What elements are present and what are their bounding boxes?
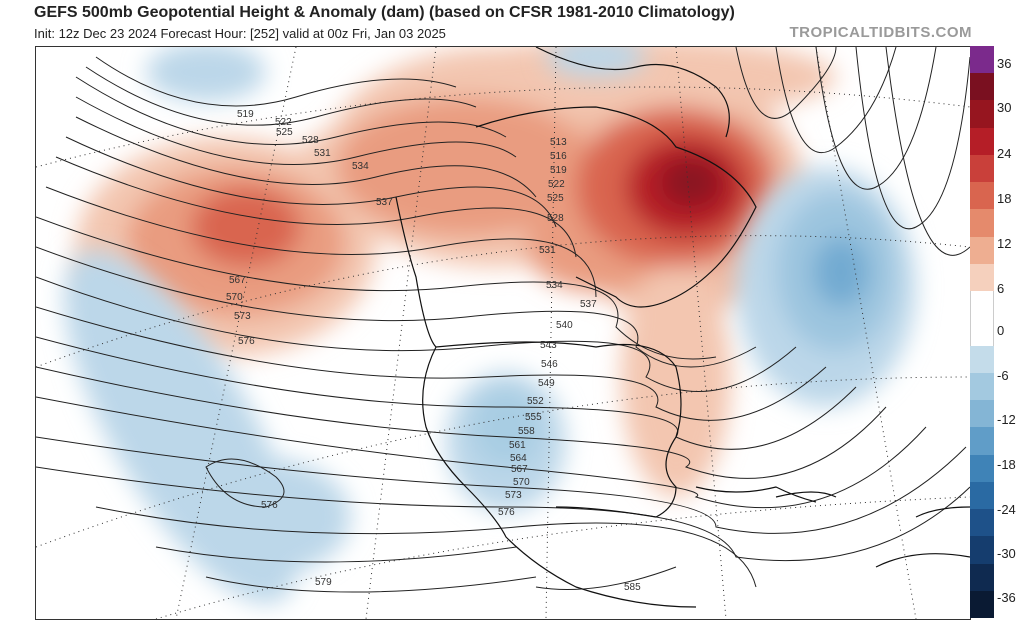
chart-subtitle: Init: 12z Dec 23 2024 Forecast Hour: [25…	[34, 26, 446, 41]
svg-text:576: 576	[261, 500, 278, 511]
colorbar-segment	[970, 291, 994, 319]
svg-text:522: 522	[548, 179, 565, 190]
colorbar-segment	[970, 536, 994, 565]
map-canvas: 519 522 525 528 531 534 537 567 570 573 …	[36, 47, 970, 619]
colorbar-segment	[970, 46, 994, 74]
colorbar-segment	[970, 481, 994, 510]
colorbar-label: 18	[997, 191, 1012, 206]
colorbar-label: -12	[997, 412, 1016, 427]
svg-text:561: 561	[509, 440, 526, 451]
svg-text:522: 522	[275, 117, 292, 128]
colorbar-label: 24	[997, 146, 1012, 161]
forecast-map: 519 522 525 528 531 534 537 567 570 573 …	[35, 46, 971, 620]
colorbar-segment	[970, 73, 994, 101]
colorbar-label: -24	[997, 502, 1016, 517]
svg-text:585: 585	[624, 582, 641, 593]
svg-text:519: 519	[550, 165, 567, 176]
colorbar-segment	[970, 263, 994, 292]
colorbar-label: -6	[997, 368, 1009, 383]
svg-text:573: 573	[505, 490, 522, 501]
colorbar-label: -18	[997, 457, 1016, 472]
svg-text:516: 516	[550, 151, 567, 162]
colorbar-segment	[970, 372, 994, 401]
colorbar-label: 36	[997, 56, 1012, 71]
svg-text:534: 534	[352, 161, 369, 172]
svg-text:528: 528	[547, 213, 564, 224]
svg-text:576: 576	[238, 336, 255, 347]
colorbar-label: 12	[997, 236, 1012, 251]
colorbar-segment	[970, 345, 994, 374]
svg-text:564: 564	[510, 453, 527, 464]
svg-text:537: 537	[580, 299, 597, 310]
colorbar-label: -30	[997, 546, 1016, 561]
svg-text:528: 528	[302, 135, 319, 146]
chart-title: GEFS 500mb Geopotential Height & Anomaly…	[34, 4, 735, 21]
colorbar-segment	[970, 100, 994, 129]
svg-text:567: 567	[229, 275, 246, 286]
height-contours	[36, 47, 970, 593]
colorbar-segment	[970, 154, 994, 183]
svg-text:567: 567	[511, 464, 528, 475]
coastlines	[395, 47, 970, 608]
colorbar-label: 0	[997, 323, 1005, 338]
svg-text:531: 531	[314, 148, 331, 159]
lat-lon-grid	[36, 47, 970, 619]
contour-labels: 519 522 525 528 531 534 537 567 570 573 …	[226, 109, 641, 593]
svg-text:519: 519	[237, 109, 254, 120]
colorbar-segment	[970, 209, 994, 238]
svg-text:579: 579	[315, 577, 332, 588]
svg-text:513: 513	[550, 137, 567, 148]
colorbar-segment	[970, 400, 994, 428]
colorbar-segment	[970, 454, 994, 483]
svg-text:576: 576	[498, 507, 515, 518]
svg-text:552: 552	[527, 396, 544, 407]
svg-text:558: 558	[518, 426, 535, 437]
positive-anomaly-shading	[76, 47, 836, 497]
colorbar-segment	[970, 563, 994, 592]
svg-text:555: 555	[525, 412, 542, 423]
colorbar-segment	[970, 590, 994, 619]
svg-text:537: 537	[376, 197, 393, 208]
svg-text:531: 531	[539, 245, 556, 256]
colorbar-segment	[970, 236, 994, 265]
colorbar-segment	[970, 182, 994, 210]
svg-text:525: 525	[276, 127, 293, 138]
site-watermark: TROPICALTIDBITS.COM	[789, 24, 972, 41]
anomaly-colorbar	[970, 46, 994, 619]
svg-text:543: 543	[540, 340, 557, 351]
svg-text:525: 525	[547, 193, 564, 204]
colorbar-segment	[970, 427, 994, 456]
colorbar-segment	[970, 127, 994, 156]
svg-text:534: 534	[546, 280, 563, 291]
svg-text:573: 573	[234, 311, 251, 322]
svg-text:570: 570	[226, 292, 243, 303]
svg-text:540: 540	[556, 320, 573, 331]
colorbar-label: 30	[997, 100, 1012, 115]
colorbar-label: 6	[997, 281, 1005, 296]
svg-text:546: 546	[541, 359, 558, 370]
colorbar-label: -36	[997, 590, 1016, 605]
colorbar-segment	[970, 318, 994, 347]
svg-text:570: 570	[513, 477, 530, 488]
svg-text:549: 549	[538, 378, 555, 389]
colorbar-segment	[970, 509, 994, 537]
